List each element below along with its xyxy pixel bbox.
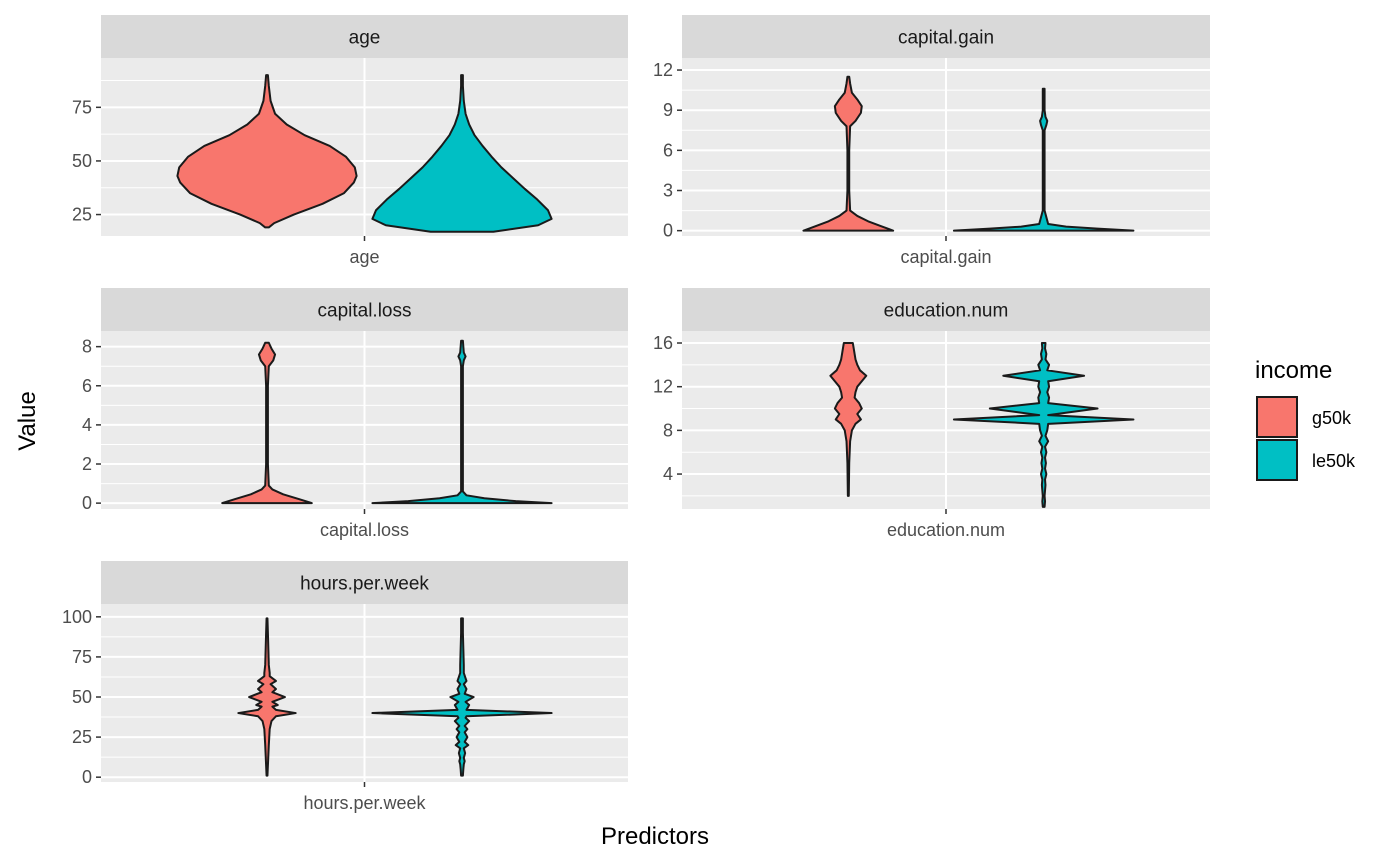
y-tick-label: 4 [663, 464, 673, 484]
violin-g50k [176, 74, 358, 229]
strip-background [682, 15, 1210, 58]
legend-items: g50k le50k [1256, 396, 1356, 481]
x-axis-title: Predictors [601, 823, 709, 850]
strip-label: capital.gain [898, 28, 994, 49]
violin-le50k [952, 342, 1135, 508]
violin-le50k [952, 87, 1135, 232]
x-tick-label: hours.per.week [303, 793, 426, 813]
facet-panels: age255075agecapital.gain036912capital.ga… [62, 15, 1210, 813]
y-tick-label: 3 [663, 180, 673, 200]
strip-label: age [349, 28, 381, 49]
legend: income g50k le50k [1255, 357, 1356, 481]
legend-label-g50k: g50k [1312, 408, 1352, 428]
y-tick-label: 0 [82, 493, 92, 513]
legend-title: income [1255, 357, 1332, 384]
facet-education-num: education.num 4 8 12 16 education.num [653, 288, 1210, 540]
y-tick-label: 25 [72, 205, 92, 225]
x-tick-label: education.num [887, 520, 1005, 540]
strip-label: capital.loss [318, 301, 412, 322]
y-tick-label: 9 [663, 100, 673, 120]
y-tick-label: 50 [72, 687, 92, 707]
y-tick-label: 0 [82, 767, 92, 787]
y-tick-label: 75 [72, 647, 92, 667]
violin-g50k [802, 75, 895, 232]
strip-background [101, 288, 628, 331]
strip-background [101, 15, 628, 58]
violin-g50k [237, 617, 297, 777]
y-tick-label: 6 [82, 376, 92, 396]
facet-capital-loss: capital.loss 0 2 4 6 8 capital.loss [82, 288, 628, 540]
strip-background [101, 561, 628, 604]
y-tick-label: 8 [663, 420, 673, 440]
y-tick-label: 75 [72, 97, 92, 117]
x-tick-label: capital.gain [900, 247, 991, 267]
y-tick-label: 16 [653, 333, 673, 353]
strip-label: education.num [884, 301, 1009, 322]
y-tick-label: 0 [663, 221, 673, 241]
strip-background [682, 288, 1210, 331]
legend-key-g50k [1256, 396, 1298, 438]
strip-label: hours.per.week [300, 574, 429, 595]
x-tick-label: capital.loss [320, 520, 409, 540]
violin-le50k [371, 617, 553, 777]
violin-g50k [829, 342, 868, 497]
legend-label-le50k: le50k [1312, 451, 1356, 471]
y-tick-label: 2 [82, 454, 92, 474]
y-tick-label: 12 [653, 377, 673, 397]
y-tick-label: 25 [72, 727, 92, 747]
facet-hours-per-week: hours.per.week 0 25 50 75 100 hours.per.week [62, 561, 628, 813]
y-tick-label: 8 [82, 337, 92, 357]
y-tick-label: 12 [653, 60, 673, 80]
violin-g50k [221, 341, 313, 505]
violin-le50k [371, 339, 553, 505]
y-axis-title: Value [14, 391, 41, 451]
y-tick-label: 50 [72, 151, 92, 171]
facet-age: age 25 50 75 age [72, 15, 628, 267]
facet-capital-gain: capital.gain 0 3 6 9 12 capital.gain [653, 15, 1210, 267]
violin-le50k [371, 74, 553, 233]
x-tick-label: age [349, 247, 379, 267]
legend-key-le50k [1256, 439, 1298, 481]
y-tick-label: 4 [82, 415, 92, 435]
y-tick-label: 100 [62, 607, 92, 627]
y-tick-label: 6 [663, 140, 673, 160]
